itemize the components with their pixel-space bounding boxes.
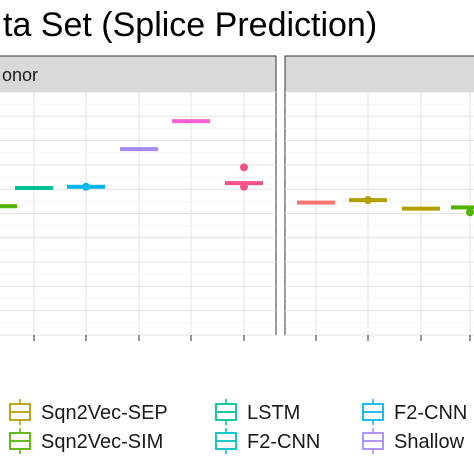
panel-left-boxes: [0, 119, 263, 209]
legend-item: F2-CNN: [362, 399, 467, 425]
legend: Sqn2Vec-SEP LSTM F2-CNN Sqn2Vec-SIM F2-CNN Sh…: [9, 399, 467, 454]
panel-right-grid: [285, 91, 474, 336]
chart-title: ta Set (Splice Prediction): [3, 6, 377, 44]
legend-label: LSTM: [247, 402, 300, 424]
box-median: [0, 204, 17, 209]
box-median: [172, 119, 210, 124]
panel-right-x-ticks: [315, 335, 471, 341]
box-outlier: [466, 208, 474, 217]
legend-label: Sqn2Vec-SEP: [41, 402, 168, 424]
legend-item: F2-CNN: [215, 428, 320, 454]
panel-left-x-ticks: [33, 335, 245, 341]
panel-right-boxes: [297, 196, 474, 217]
panel-left-grid: [0, 91, 276, 336]
legend-label: F2-CNN: [394, 402, 467, 424]
box-outlier: [82, 182, 90, 191]
box-median: [297, 200, 335, 205]
box-outlier: [364, 196, 372, 205]
panel-left-strip: [0, 55, 277, 93]
box-median: [451, 205, 474, 210]
box-median: [120, 147, 158, 152]
panel-left-strip-label: onor: [2, 65, 38, 85]
legend-label: F2-CNN: [247, 431, 320, 453]
legend-item: Sqn2Vec-SIM: [9, 428, 163, 454]
box-median: [15, 185, 53, 190]
legend-item: Shallow: [362, 428, 465, 454]
box-median: [402, 206, 440, 211]
panel-right: [284, 55, 474, 341]
legend-label: Sqn2Vec-SIM: [41, 431, 163, 453]
legend-label: Shallow: [394, 431, 465, 453]
legend-item: Sqn2Vec-SEP: [9, 399, 168, 425]
box-outlier: [240, 163, 248, 172]
box-outlier: [240, 182, 248, 191]
panel-right-strip: [284, 55, 474, 93]
legend-item: LSTM: [215, 399, 300, 425]
panel-left: onor: [0, 55, 277, 341]
